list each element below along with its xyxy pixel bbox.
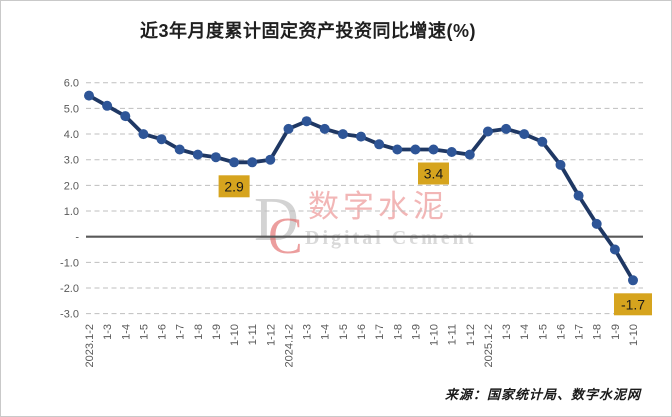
x-tick-label: 1-4	[120, 324, 132, 340]
data-point	[84, 90, 94, 101]
data-point	[410, 144, 421, 155]
data-point	[446, 147, 457, 157]
data-label-text: 2.9	[224, 178, 244, 194]
x-tick-label: 1-7	[374, 324, 386, 340]
data-point	[537, 136, 548, 147]
x-tick-label: 1-6	[356, 324, 368, 340]
data-point	[555, 159, 566, 170]
y-tick-label: -2.0	[60, 283, 79, 295]
x-tick-label: 2025.1-2	[483, 324, 495, 367]
y-tick-label: 4.0	[64, 129, 79, 141]
x-tick-label: 1-6	[555, 324, 567, 340]
y-tick-label: 1.0	[64, 206, 79, 218]
x-tick-label: 1-5	[138, 324, 150, 340]
data-point	[229, 157, 240, 168]
data-point	[301, 116, 312, 127]
y-tick-label: 5.0	[64, 103, 79, 115]
data-point	[356, 131, 366, 142]
x-tick-label: 1-4	[519, 324, 531, 340]
x-tick-label: 1-6	[157, 324, 169, 340]
x-tick-label: 1-9	[211, 324, 223, 340]
data-label-box	[218, 175, 250, 198]
source-note: 来源：国家统计局、数字水泥网	[444, 387, 641, 402]
y-tick-label: 6.0	[64, 78, 79, 90]
x-tick-label: 1-12	[265, 324, 277, 346]
x-tick-label: 1-9	[410, 324, 422, 340]
y-tick-label: -	[75, 232, 79, 244]
data-point	[319, 123, 330, 134]
x-tick-label: 1-3	[302, 324, 314, 340]
x-tick-label: 1-10	[429, 324, 441, 346]
x-tick-label: 1-7	[175, 324, 187, 340]
x-tick-label: 1-4	[320, 324, 332, 340]
data-point	[192, 149, 203, 160]
x-tick-label: 2023.1-2	[84, 324, 96, 367]
data-point	[609, 244, 620, 255]
data-point	[102, 100, 113, 111]
data-point	[283, 123, 294, 134]
y-tick-label: -1.0	[60, 257, 79, 269]
x-tick-label: 1-8	[592, 324, 604, 340]
data-point	[464, 149, 475, 160]
data-point	[374, 139, 385, 150]
x-tick-label: 1-11	[247, 324, 259, 345]
data-point	[501, 123, 512, 134]
data-point	[482, 126, 493, 137]
data-point	[138, 129, 149, 140]
data-point	[392, 144, 403, 155]
x-tick-label: 1-5	[537, 324, 549, 340]
data-point	[174, 144, 185, 155]
x-tick-label: 1-10	[628, 324, 640, 346]
data-point	[265, 154, 276, 165]
data-point	[519, 129, 530, 140]
x-tick-label: 1-7	[574, 324, 586, 340]
data-point	[120, 111, 131, 122]
x-tick-label: 1-9	[610, 324, 622, 340]
x-tick-label: 1-11	[447, 324, 459, 345]
x-tick-label: 1-8	[193, 324, 205, 340]
x-tick-label: 1-8	[392, 324, 404, 340]
data-label-box	[418, 162, 449, 185]
data-point	[591, 218, 602, 229]
data-point	[156, 134, 167, 145]
x-tick-label: 1-3	[102, 324, 114, 340]
data-point	[573, 190, 584, 201]
data-line	[87, 93, 635, 283]
data-point	[247, 157, 258, 168]
y-tick-label: 2.0	[64, 180, 79, 192]
data-point	[210, 152, 221, 163]
y-tick-label: -3.0	[60, 309, 79, 321]
data-point	[337, 129, 348, 140]
data-point	[628, 275, 638, 286]
x-tick-label: 1-3	[501, 324, 513, 340]
data-label-text: -1.7	[621, 296, 645, 312]
data-label-box	[614, 293, 652, 316]
x-tick-label: 2024.1-2	[283, 324, 295, 367]
y-tick-label: 3.0	[64, 155, 79, 167]
data-label-text: 3.4	[424, 166, 444, 182]
x-tick-label: 1-10	[229, 324, 241, 346]
x-tick-label: 1-5	[338, 324, 350, 340]
data-point	[428, 144, 439, 155]
chart-title: 近3年月度累计固定资产投资同比增速(%)	[139, 21, 476, 41]
x-tick-label: 1-12	[465, 324, 477, 346]
